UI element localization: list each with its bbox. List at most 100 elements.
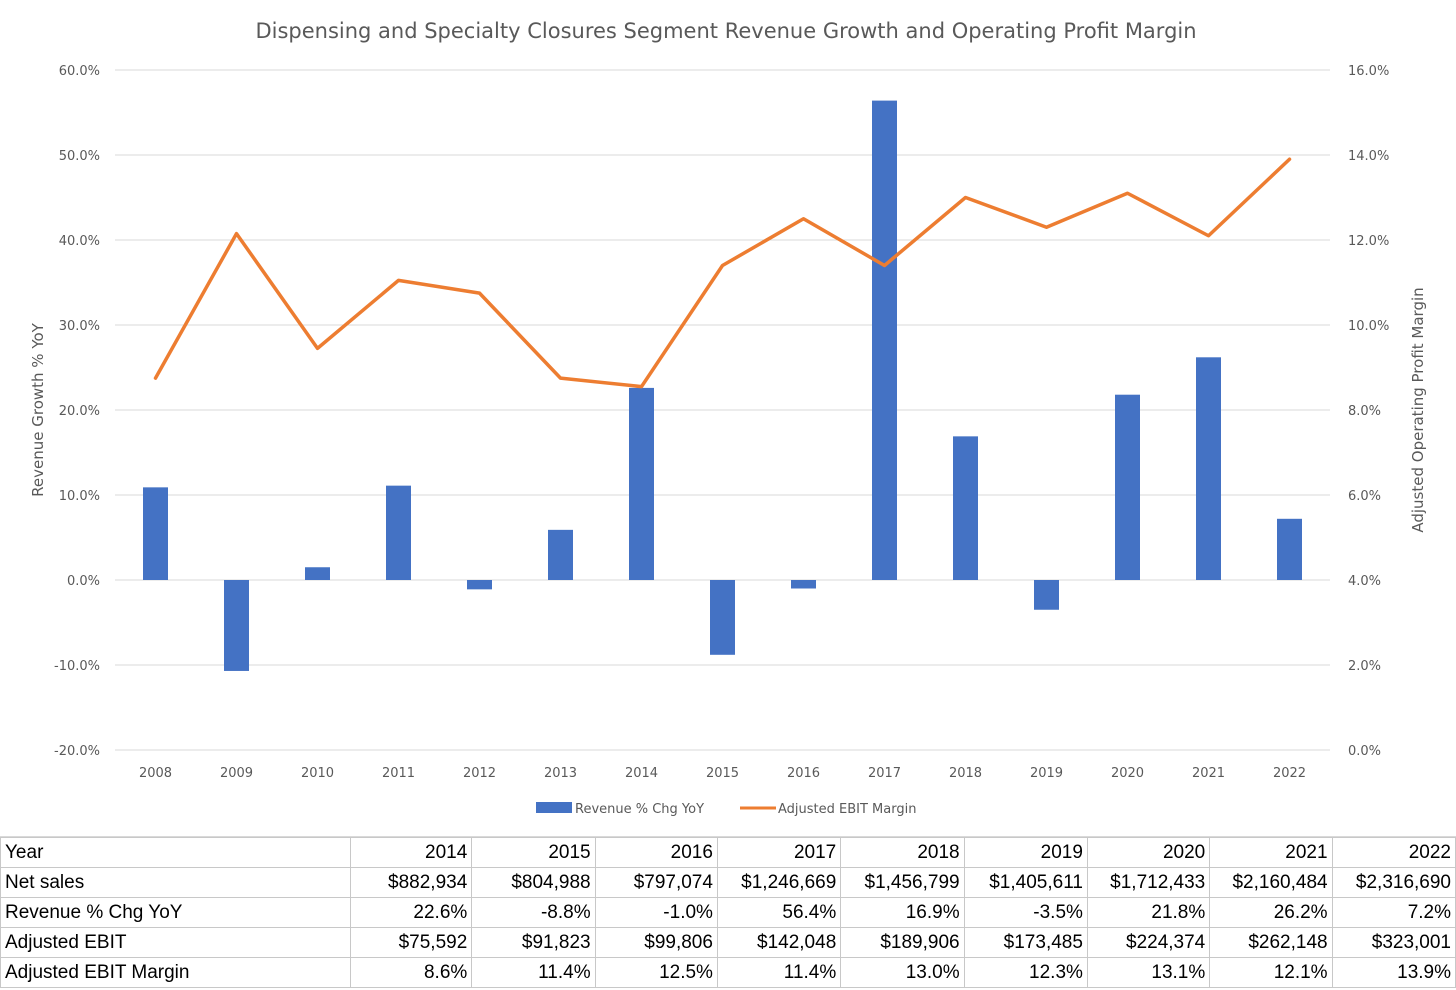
y2-tick-label: 2.0% [1348, 659, 1381, 674]
table-cell: $2,160,484 [1209, 867, 1333, 898]
table-row: Adjusted EBIT Margin 8.6% 11.4% 12.5% 11.4% 1… [0, 957, 1456, 988]
table-cell: 8.6% [349, 957, 473, 988]
table-cell: $224,374 [1086, 927, 1211, 958]
y2-tick-label: 4.0% [1348, 574, 1381, 589]
chart-title: Dispensing and Specialty Closures Segmen… [255, 19, 1196, 43]
row-label: Adjusted EBIT Margin [0, 957, 351, 988]
table-cell: -3.5% [963, 897, 1088, 928]
left-axis-ticks: -20.0% -10.0% 0.0% 10.0% 20.0% 30.0% 40.0% 50.0… [54, 64, 100, 759]
table-cell: 56.4% [716, 897, 842, 928]
table-cell: 13.9% [1331, 957, 1456, 988]
table-cell: 12.5% [594, 957, 718, 988]
x-tick-label: 2018 [949, 766, 982, 781]
table-cell: $99,806 [594, 927, 718, 958]
table-cell: 2017 [716, 837, 842, 868]
table-cell: $1,712,433 [1086, 867, 1211, 898]
x-tick-label: 2017 [868, 766, 901, 781]
table-cell: 2021 [1209, 837, 1333, 868]
table-cell: $1,405,611 [963, 867, 1088, 898]
row-label: Net sales [0, 867, 351, 898]
bar [224, 580, 249, 671]
bar [143, 487, 168, 580]
table-row: Revenue % Chg YoY 22.6% -8.8% -1.0% 56.4% 16.… [0, 897, 1456, 928]
y-tick-label: 30.0% [59, 319, 100, 334]
y-tick-label: 40.0% [59, 234, 100, 249]
table-cell: $882,934 [349, 867, 473, 898]
x-tick-label: 2021 [1192, 766, 1225, 781]
y-tick-label: 50.0% [59, 149, 100, 164]
bar [467, 580, 492, 590]
table-cell: 22.6% [349, 897, 473, 928]
legend-line-label: Adjusted EBIT Margin [778, 802, 916, 817]
table-cell: 11.4% [716, 957, 842, 988]
table-cell: 13.0% [840, 957, 965, 988]
bar [1196, 357, 1221, 580]
legend-bar-swatch [536, 802, 572, 813]
y-tick-label: 0.0% [67, 574, 100, 589]
x-tick-label: 2015 [706, 766, 739, 781]
bar [305, 567, 330, 580]
bar [953, 436, 978, 580]
y2-tick-label: 14.0% [1348, 149, 1389, 164]
bar [1034, 580, 1059, 610]
x-tick-label: 2008 [139, 766, 172, 781]
x-tick-label: 2022 [1273, 766, 1306, 781]
margin-line [153, 157, 1292, 389]
line-series [153, 157, 1292, 389]
x-tick-label: 2011 [382, 766, 415, 781]
x-tick-label: 2016 [787, 766, 820, 781]
row-label: Revenue % Chg YoY [0, 897, 351, 928]
bar [548, 529, 573, 580]
bar [1277, 518, 1302, 580]
y2-tick-label: 16.0% [1348, 64, 1389, 79]
table-cell: 26.2% [1209, 897, 1333, 928]
table-cell: 2018 [840, 837, 965, 868]
bar [386, 485, 411, 580]
table-cell: 21.8% [1086, 897, 1211, 928]
y-tick-label: 60.0% [59, 64, 100, 79]
bar [872, 100, 897, 580]
table-cell: 2016 [594, 837, 718, 868]
row-label: Year [0, 837, 351, 868]
table-cell: $797,074 [594, 867, 718, 898]
table-header-row: Year 2014 2015 2016 2017 2018 2019 2020 2021 2022 [0, 837, 1456, 868]
x-axis-ticks: 2008 2009 2010 2011 2012 2013 2014 2015 2016 2017… [139, 766, 1306, 781]
table-cell: 7.2% [1331, 897, 1456, 928]
combo-chart: Dispensing and Specialty Closures Segmen… [29, 19, 1427, 817]
bar [791, 580, 816, 589]
table-cell: 12.1% [1209, 957, 1333, 988]
y2-tick-label: 12.0% [1348, 234, 1389, 249]
x-tick-label: 2019 [1030, 766, 1063, 781]
x-tick-label: 2020 [1111, 766, 1144, 781]
x-tick-label: 2013 [544, 766, 577, 781]
table-cell: 2022 [1331, 837, 1456, 868]
x-tick-label: 2009 [220, 766, 253, 781]
table-cell: $804,988 [471, 867, 596, 898]
table-cell: $323,001 [1331, 927, 1456, 958]
legend-bar-label: Revenue % Chg YoY [575, 802, 704, 817]
legend: Revenue % Chg YoY Adjusted EBIT Margin [536, 802, 916, 817]
table-cell: $75,592 [349, 927, 473, 958]
bar-series [143, 100, 1302, 671]
y-tick-label: -10.0% [54, 659, 100, 674]
table-cell: 2015 [471, 837, 596, 868]
bar [1115, 394, 1140, 580]
table-cell: 12.3% [963, 957, 1088, 988]
table-row: Net sales $882,934 $804,988 $797,074 $1,246,… [0, 867, 1456, 898]
y-tick-label: 10.0% [59, 489, 100, 504]
table-cell: $2,316,690 [1331, 867, 1456, 898]
chart-area: Dispensing and Specialty Closures Segmen… [0, 19, 1456, 837]
bar [629, 387, 654, 580]
y-tick-label: -20.0% [54, 744, 100, 759]
table-cell: 2014 [349, 837, 473, 868]
table-cell: $1,456,799 [840, 867, 965, 898]
x-tick-label: 2012 [463, 766, 496, 781]
y2-tick-label: 0.0% [1348, 744, 1381, 759]
table-cell: 16.9% [840, 897, 965, 928]
table-cell: $142,048 [716, 927, 842, 958]
right-axis-ticks: 0.0% 2.0% 4.0% 6.0% 8.0% 10.0% 12.0% 14.0% 16.0% [1348, 64, 1389, 759]
y2-tick-label: 10.0% [1348, 319, 1389, 334]
table-cell: $1,246,669 [716, 867, 842, 898]
table-cell: $91,823 [471, 927, 596, 958]
table-cell: -8.8% [471, 897, 596, 928]
